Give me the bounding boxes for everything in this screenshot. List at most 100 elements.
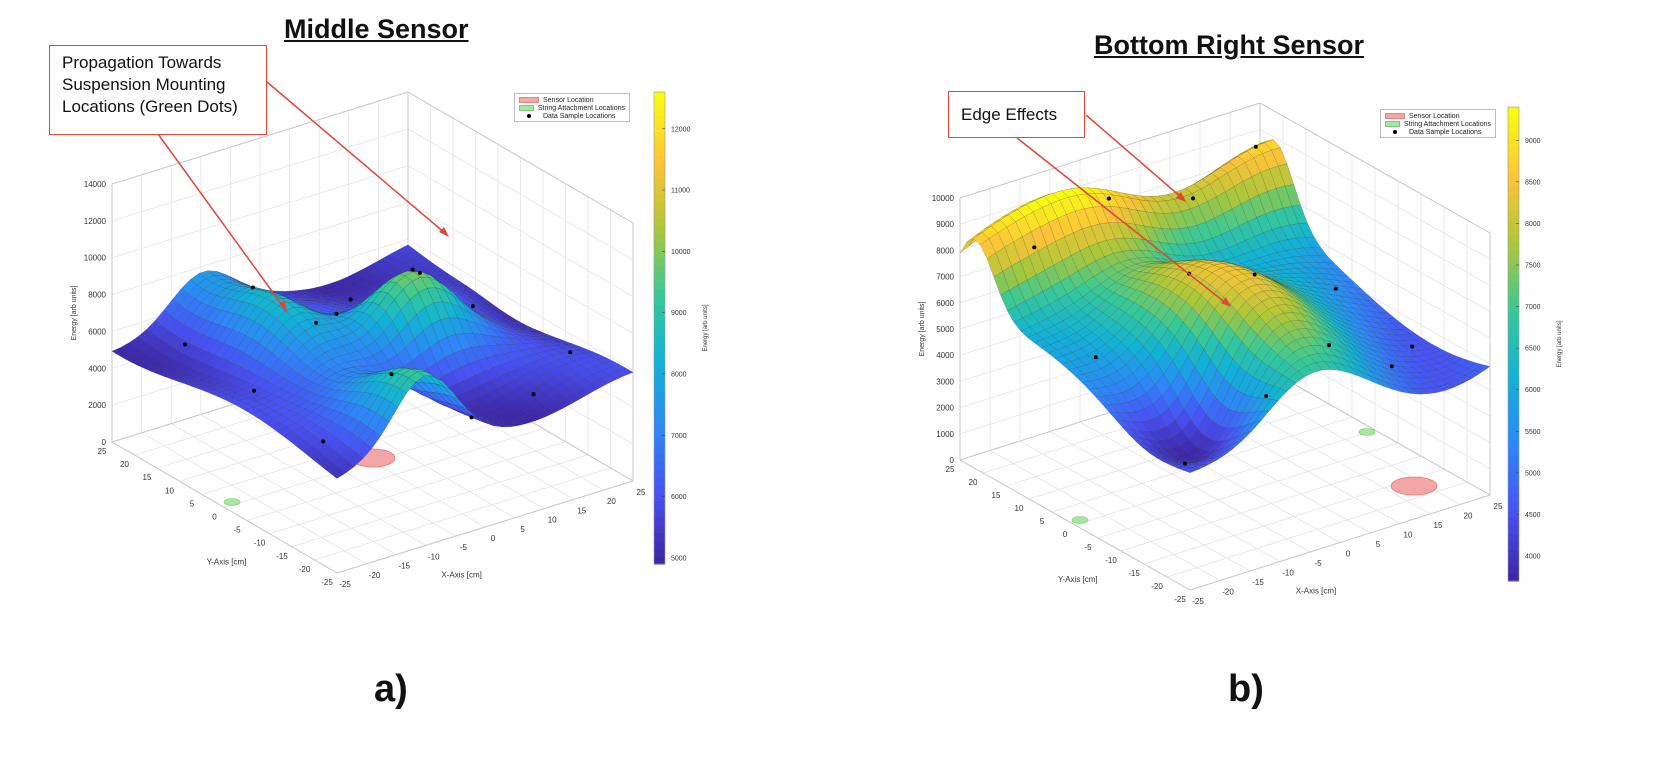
surface-patch bbox=[1321, 319, 1337, 333]
surface-patch bbox=[1158, 194, 1175, 201]
surface-patch bbox=[1393, 345, 1410, 352]
surface-patch bbox=[1169, 188, 1186, 196]
surface-patch bbox=[1278, 163, 1294, 187]
surface-patch bbox=[1141, 353, 1158, 375]
surface-patch bbox=[1003, 206, 1020, 222]
gridline bbox=[1049, 431, 1281, 562]
x-axis-label: X-Axis [cm] bbox=[1296, 587, 1336, 596]
surface-patch bbox=[1150, 341, 1167, 364]
surface-patch bbox=[1288, 328, 1305, 341]
surface-patch bbox=[1326, 301, 1343, 311]
gridline bbox=[291, 454, 589, 548]
surface-patch bbox=[1262, 150, 1279, 170]
colorbar-segment bbox=[654, 493, 665, 502]
surface-patch bbox=[1217, 350, 1234, 379]
surface-patch bbox=[1252, 247, 1269, 259]
surface-patch bbox=[977, 222, 994, 240]
surface-patch bbox=[1206, 396, 1223, 422]
surface-patch bbox=[1054, 355, 1071, 364]
data-sample-point bbox=[1253, 144, 1258, 149]
surface-patch bbox=[1222, 435, 1239, 449]
surface-patch bbox=[1102, 266, 1119, 278]
surface-patch bbox=[1187, 275, 1204, 290]
z-tick-label: 7000 bbox=[936, 273, 954, 282]
surface-patch bbox=[1040, 304, 1057, 319]
surface-patch bbox=[1108, 272, 1125, 283]
surface-patch bbox=[1297, 284, 1314, 292]
surface-patch bbox=[1123, 193, 1140, 200]
colorbar-segment bbox=[654, 351, 665, 361]
surface-patch bbox=[1298, 262, 1316, 269]
x-axis-label: X-Axis [cm] bbox=[441, 571, 481, 580]
surface-patch bbox=[1324, 304, 1341, 314]
legend-item: Sensor Location bbox=[1385, 112, 1491, 120]
colorbar-segment bbox=[654, 107, 665, 117]
surface-patch bbox=[1127, 289, 1144, 303]
surface-patch bbox=[1167, 314, 1184, 337]
data-sample-point bbox=[568, 350, 573, 355]
surface-patch bbox=[1219, 270, 1236, 272]
surface-patch bbox=[1260, 275, 1277, 285]
surface-patch bbox=[1105, 189, 1122, 197]
surface-patch bbox=[1289, 262, 1307, 269]
surface-patch bbox=[1267, 277, 1283, 286]
colorbar-segment bbox=[1508, 178, 1519, 187]
gridline bbox=[1259, 207, 1491, 339]
surface-patch bbox=[1145, 315, 1162, 335]
surface-patch bbox=[1251, 270, 1268, 278]
surface-patch bbox=[1363, 346, 1379, 357]
surface-patch bbox=[1305, 236, 1322, 248]
gridline bbox=[959, 102, 1261, 199]
surface-patch bbox=[995, 247, 1012, 272]
surface-patch bbox=[1140, 295, 1157, 311]
surface-patch bbox=[1302, 291, 1318, 300]
surface-patch bbox=[1020, 326, 1037, 338]
surface-patch bbox=[1377, 337, 1395, 346]
surface-patch bbox=[1290, 320, 1307, 330]
surface-patch bbox=[1268, 354, 1285, 371]
surface-patch bbox=[1182, 460, 1199, 463]
surface-patch bbox=[1112, 194, 1129, 209]
colorbar-segment bbox=[654, 390, 665, 400]
surface-patch bbox=[1289, 295, 1306, 308]
surface-patch bbox=[1402, 366, 1420, 373]
surface-patch bbox=[1422, 359, 1439, 366]
surface-patch bbox=[1146, 267, 1163, 274]
surface-patch bbox=[1398, 356, 1415, 363]
surface-patch bbox=[1178, 463, 1195, 467]
surface-patch bbox=[1144, 443, 1161, 453]
colorbar-segment bbox=[1508, 233, 1519, 242]
colorbar-segment bbox=[654, 257, 665, 266]
surface-patch bbox=[1279, 332, 1296, 346]
colorbar-segment bbox=[1508, 470, 1519, 479]
surface-patch bbox=[1154, 373, 1171, 397]
surface-patch bbox=[1148, 430, 1165, 441]
surface-patch bbox=[1235, 271, 1251, 274]
surface-patch bbox=[1274, 285, 1291, 296]
gridline bbox=[1139, 402, 1371, 534]
surface-patch bbox=[1364, 325, 1381, 334]
surface-patch bbox=[1339, 345, 1356, 360]
surface-patch bbox=[1252, 301, 1269, 317]
surface-patch bbox=[1375, 322, 1392, 330]
surface-patch bbox=[1116, 312, 1133, 328]
colorbar-segment bbox=[1508, 486, 1519, 495]
surface-patch bbox=[1298, 222, 1315, 238]
surface-patch bbox=[1246, 411, 1263, 425]
colorbar-segment bbox=[1508, 114, 1519, 124]
surface-patch bbox=[1398, 376, 1416, 384]
surface-patch bbox=[1352, 362, 1369, 376]
surface-patch bbox=[1142, 263, 1158, 268]
surface-patch bbox=[1380, 352, 1397, 362]
gridline bbox=[959, 338, 1261, 435]
colorbar-segment bbox=[654, 272, 665, 282]
surface-patch bbox=[1379, 312, 1396, 319]
surface-patch bbox=[1205, 265, 1222, 273]
surface-patch bbox=[1209, 260, 1226, 263]
surface-patch bbox=[1231, 263, 1248, 269]
surface-patch bbox=[1093, 271, 1110, 285]
surface-patch bbox=[1190, 263, 1207, 269]
surface-patch bbox=[1248, 273, 1265, 278]
surface-patch bbox=[1269, 241, 1286, 253]
surface-patch bbox=[1186, 264, 1203, 268]
